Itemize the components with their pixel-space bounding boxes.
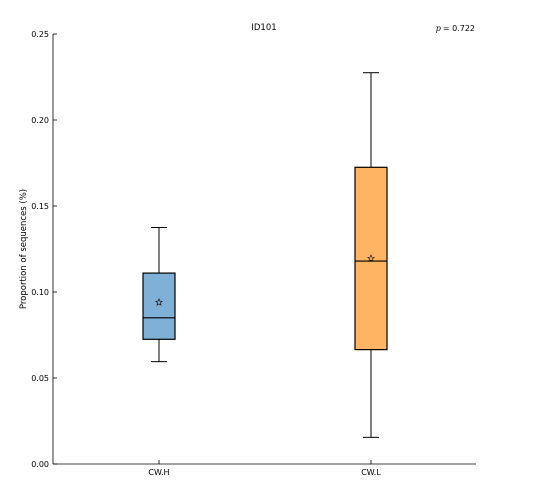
y-tick-label: 0.05: [31, 374, 49, 383]
box-plot-marks: [142, 72, 388, 438]
box-cw-l: [354, 72, 388, 438]
y-axis-label: Proportion of sequences (%): [19, 189, 29, 309]
x-tick-label: CW.L: [361, 468, 381, 477]
p-value-symbol: p: [436, 24, 441, 33]
y-tick-label: 0.00: [31, 460, 49, 469]
plot-axes: 0.00 0.05 0.10 0.15 0.20 0.25 CW.H CW.L: [31, 30, 476, 477]
y-tick-label: 0.10: [31, 288, 49, 297]
p-value-annotation: p = 0.722: [436, 24, 475, 33]
box-cw-h: [142, 227, 176, 363]
iqr-box: [142, 272, 176, 340]
p-value-number: = 0.722: [443, 24, 475, 33]
y-tick-label: 0.15: [31, 202, 49, 211]
chart-title: ID101: [251, 23, 276, 33]
x-tick-label: CW.H: [148, 468, 169, 477]
mean-star-marker: [367, 254, 375, 262]
iqr-box: [354, 166, 388, 351]
y-tick-label: 0.25: [31, 30, 49, 39]
mean-star-marker: [155, 298, 163, 306]
y-tick-label: 0.20: [31, 116, 49, 125]
